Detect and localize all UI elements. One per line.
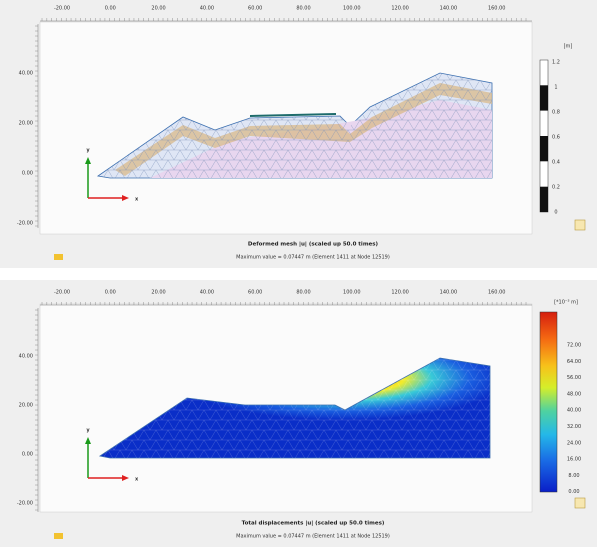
x-ruler-label: 160.00 (488, 290, 506, 296)
y-ruler-label: 0.00 (22, 171, 33, 177)
y-ruler-label: 40.00 (19, 354, 33, 360)
panel-total-displacements (0, 280, 597, 547)
x-ruler-label: -20.00 (54, 6, 70, 12)
legend-label: 48.00 (567, 391, 581, 397)
legend-label: 64.00 (567, 359, 581, 365)
y-ruler-label: 40.00 (19, 71, 33, 77)
lock-icon[interactable] (575, 220, 585, 230)
x-ruler-label: 160.00 (488, 6, 506, 12)
legend-label: 0.2 (552, 185, 560, 191)
x-ruler-label: 60.00 (248, 6, 262, 12)
legend-label: 72.00 (567, 343, 581, 349)
y-ruler-label: 20.00 (19, 403, 33, 409)
icon[interactable] (54, 254, 63, 260)
caption-subtitle: Maximum value = 0.07447 m (Element 1411 … (236, 534, 390, 540)
legend-label: 8.00 (568, 473, 579, 479)
x-ruler-label: 100.00 (343, 290, 361, 296)
x-ruler-label: 20.00 (151, 6, 165, 12)
legend-label: 0.8 (552, 110, 560, 116)
caption-title: Total displacements |u| (scaled up 50.0 … (242, 521, 385, 527)
y-ruler-label: 0.00 (22, 452, 33, 458)
x-ruler-label: 0.00 (105, 290, 116, 296)
x-ruler-label: 140.00 (440, 290, 458, 296)
screenshot: -20.000.0020.0040.0060.0080.00100.00120.… (0, 0, 597, 547)
legend-label: 16.00 (567, 457, 581, 463)
x-ruler-label: 120.00 (391, 6, 409, 12)
x-ruler-label: 0.00 (105, 6, 116, 12)
legend-label: 0 (554, 210, 557, 216)
x-ruler-label: 80.00 (296, 6, 310, 12)
legend-label: 56.00 (567, 375, 581, 381)
y-ruler-label: -20.00 (17, 221, 33, 227)
legend-unit: [m] (564, 44, 573, 50)
x-ruler-label: -20.00 (54, 290, 70, 296)
legend-segment (540, 187, 548, 212)
legend-segment (540, 85, 548, 110)
legend-unit: [*10⁻³ m] (554, 300, 578, 306)
lock-icon[interactable] (575, 498, 585, 508)
x-ruler-label: 80.00 (296, 290, 310, 296)
legend-bar (540, 312, 557, 492)
icon[interactable] (54, 533, 63, 539)
legend-label: 0.00 (568, 489, 579, 495)
legend-segment (540, 136, 548, 161)
x-ruler-label: 20.00 (151, 290, 165, 296)
x-ruler-label: 140.00 (440, 6, 458, 12)
y-ruler-label: 20.00 (19, 121, 33, 127)
x-ruler-label: 120.00 (391, 290, 409, 296)
legend-label: 24.00 (567, 440, 581, 446)
legend-label: 40.00 (567, 408, 581, 414)
y-ruler-label: -20.00 (17, 501, 33, 507)
legend-label: 0.4 (552, 160, 560, 166)
x-ruler-label: 40.00 (200, 6, 214, 12)
legend-label: 1.2 (552, 60, 560, 66)
x-ruler-label: 40.00 (200, 290, 214, 296)
caption-subtitle: Maximum value = 0.07447 m (Element 1411 … (236, 255, 390, 261)
x-ruler-label: 60.00 (248, 290, 262, 296)
legend-label: 1 (554, 85, 557, 91)
panel-deformed-mesh (0, 0, 597, 268)
caption-title: Deformed mesh |u| (scaled up 50.0 times) (248, 242, 379, 248)
legend-label: 0.6 (552, 135, 560, 141)
legend-label: 32.00 (567, 424, 581, 430)
x-ruler-label: 100.00 (343, 6, 361, 12)
page: {"panels": [ {"x_ruler": ["-20.00", "0.0… (0, 0, 597, 547)
